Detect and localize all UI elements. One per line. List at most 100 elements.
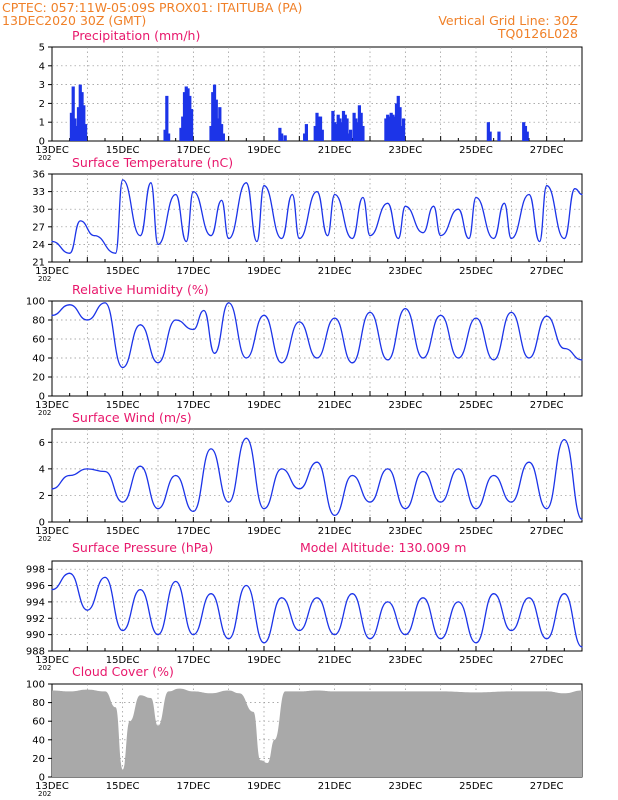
precipitation-xtick-label: 25DEC [459,145,493,156]
humidity-point [475,317,477,319]
temperature-point [157,243,159,245]
cloud-cover-point [581,690,582,691]
cloud-cover-xtick-label: 13DEC [35,781,69,792]
precipitation-bar [283,135,287,141]
cloud-cover-point [168,691,169,692]
temperature-title: Surface Temperature (nC) [72,155,233,170]
cloud-cover-ytick-label: 100 [26,680,45,691]
pressure-xtick-label: 21DEC [318,655,352,666]
pressure-point [69,572,71,574]
pressure-point [387,601,389,603]
wind-xtick-label: 27DEC [530,526,564,537]
temperature-point [221,199,223,201]
pressure-xtick-label: 13DEC [35,655,69,666]
cloud-cover-point [316,690,317,691]
humidity-point [69,304,71,306]
temperature-point [334,193,336,196]
wind-year-mark: 202 [38,535,51,543]
precipitation-bar [384,118,388,141]
pressure-point [475,642,477,644]
precipitation-xtick-label: 21DEC [318,145,352,156]
humidity-xtick-label: 23DEC [388,400,422,411]
pressure-point [175,580,177,583]
precipitation-xtick-label: 15DEC [106,145,140,156]
cloud-cover-title: Cloud Cover (%) [72,664,174,679]
pressure-ytick-label: 994 [26,597,45,608]
temperature-point [468,237,470,240]
cloud-cover-point [369,691,370,692]
wind-ytick-label: 4 [39,464,45,475]
precipitation-ytick-label: 3 [39,80,45,91]
precipitation-bar [522,122,526,141]
temperature-ytick-label: 24 [32,240,45,251]
pressure-point [104,576,106,578]
humidity-panel: 0 20 40 60 80 100 13DEC 15DEC 17DEC 19DEC 21DEC 23D… [26,282,583,417]
temperature-point [351,237,353,240]
temperature-point [563,237,565,240]
humidity-point [139,324,141,326]
pressure-point [245,584,247,587]
pressure-xtick-label: 19DEC [247,655,281,666]
precipitation-bar [320,129,324,141]
temperature-xtick-label: 27DEC [530,266,564,277]
wind-ytick-label: 0 [39,518,45,529]
wind-point [210,448,212,450]
precipitation-bar [357,105,361,141]
precipitation-xtick-label: 13DEC [35,145,69,156]
humidity-point [203,309,205,312]
wind-point [351,474,353,477]
cloud-cover-point [334,691,335,692]
humidity-point [213,352,216,354]
wind-point [316,461,318,463]
cloud-cover-point [193,691,194,692]
humidity-point [263,314,265,316]
temperature-line [51,179,583,254]
humidity-point [157,362,159,364]
wind-point [139,465,141,467]
pressure-point [51,589,53,591]
cloud-cover-point [285,691,286,692]
temperature-xtick-label: 21DEC [318,266,352,277]
temperature-point [210,235,212,237]
humidity-point [510,311,512,313]
temperature-xtick-label: 13DEC [35,266,69,277]
humidity-year-mark: 202 [38,409,51,417]
pressure-point [528,597,530,599]
precipitation-bar [343,114,347,141]
precipitation-bar [78,84,82,141]
precipitation-bar [523,125,528,141]
precipitation-bar [209,125,213,141]
wind-frame [51,428,583,523]
pressure-point [510,629,512,632]
temperature-ytick-label: 21 [32,258,45,269]
wind-point [510,501,512,503]
precipitation-bar [525,131,529,141]
precipitation-bar [393,116,397,141]
temperature-point [422,232,424,234]
wind-line [51,437,583,520]
pressure-point [210,593,212,595]
humidity-point [581,359,583,361]
wind-point [563,439,565,441]
temperature-ytick-label: 30 [32,205,45,216]
pressure-ytick-label: 988 [26,647,45,658]
humidity-point [228,302,230,304]
precipitation-bar [347,133,351,141]
cloud-cover-xtick-label: 23DEC [388,781,422,792]
pressure-xtick-label: 27DEC [530,655,564,666]
pressure-point [316,597,318,599]
wind-xtick-label: 15DEC [106,526,140,537]
wind-xtick-label: 17DEC [176,526,210,537]
pressure-point [228,638,230,640]
temperature-xtick-label: 23DEC [388,266,422,277]
cloud-cover-xtick-label: 19DEC [247,781,281,792]
cloud-cover-year-mark: 202 [38,790,51,798]
wind-ytick-label: 2 [39,491,45,502]
humidity-point [369,311,371,313]
pressure-point [369,638,371,640]
cloud-cover-xtick-label: 15DEC [106,781,140,792]
wind-point [475,508,477,510]
cloud-cover-point [140,695,141,696]
precipitation-bar [71,86,75,141]
precipitation-bar [333,122,337,141]
